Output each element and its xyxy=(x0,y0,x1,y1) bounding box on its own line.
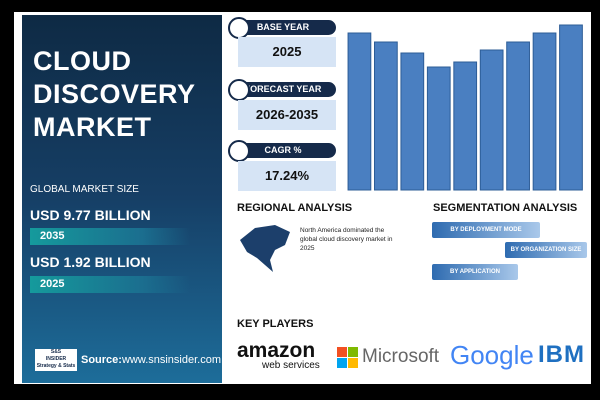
bar xyxy=(426,66,451,191)
card-value: 2025 xyxy=(238,37,336,67)
source-label: Source: xyxy=(81,354,122,366)
bar xyxy=(506,41,530,191)
source: Source:www.snsinsider.com xyxy=(81,354,221,366)
segment: BY APPLICATION xyxy=(432,264,518,280)
section-title: KEY PLAYERS xyxy=(237,318,314,330)
segment: BY ORGANIZATION SIZE xyxy=(505,242,587,258)
market-value: USD 9.77 BILLION xyxy=(30,207,151,223)
bar xyxy=(400,52,425,191)
card-value: 17.24% xyxy=(238,161,336,191)
title: CLOUD xyxy=(33,46,132,76)
card-value: 2026-2035 xyxy=(238,100,336,130)
bar xyxy=(374,41,398,191)
logo-text: Strategy & Stats xyxy=(36,363,76,369)
bar xyxy=(347,32,372,191)
card-label: CAGR % xyxy=(230,143,336,158)
left-panel xyxy=(22,15,222,383)
source-url: www.snsinsider.com xyxy=(121,354,222,366)
icon xyxy=(228,17,250,39)
ibm-logo: IBM xyxy=(538,341,585,368)
title: MARKET xyxy=(33,112,152,142)
bar xyxy=(532,32,557,191)
market-year: 2025 xyxy=(30,276,190,293)
segment: BY DEPLOYMENT MODE xyxy=(432,222,540,238)
bar xyxy=(479,49,504,191)
map xyxy=(240,225,290,272)
market-year: 2035 xyxy=(30,228,190,245)
icon xyxy=(228,140,250,162)
logo-text: INSIDER xyxy=(45,356,67,362)
title: DISCOVERY xyxy=(33,79,196,109)
google-logo: Google xyxy=(450,340,534,370)
ms-icon xyxy=(337,347,358,368)
icon xyxy=(228,79,250,101)
section-title: SEGMENTATION ANALYSIS xyxy=(433,202,578,214)
section-title: REGIONAL ANALYSIS xyxy=(237,202,353,214)
amazon-logo: amazon xyxy=(237,339,316,362)
map-shape xyxy=(240,225,290,272)
bar xyxy=(453,61,478,191)
logo-text: S&S xyxy=(50,349,62,355)
market-value: USD 1.92 BILLION xyxy=(30,254,151,270)
logo: S&S INSIDER Strategy & Stats xyxy=(35,349,77,371)
amazon-sub: web services xyxy=(262,360,320,371)
regional-text: North America dominated the global cloud… xyxy=(300,227,393,252)
bar xyxy=(559,24,583,191)
card-label: FORECAST YEAR xyxy=(230,82,336,97)
card-label: BASE YEAR xyxy=(230,20,336,35)
market-size-label: GLOBAL MARKET SIZE xyxy=(30,184,139,195)
microsoft-logo: Microsoft xyxy=(362,346,440,367)
bar-chart xyxy=(347,24,583,191)
